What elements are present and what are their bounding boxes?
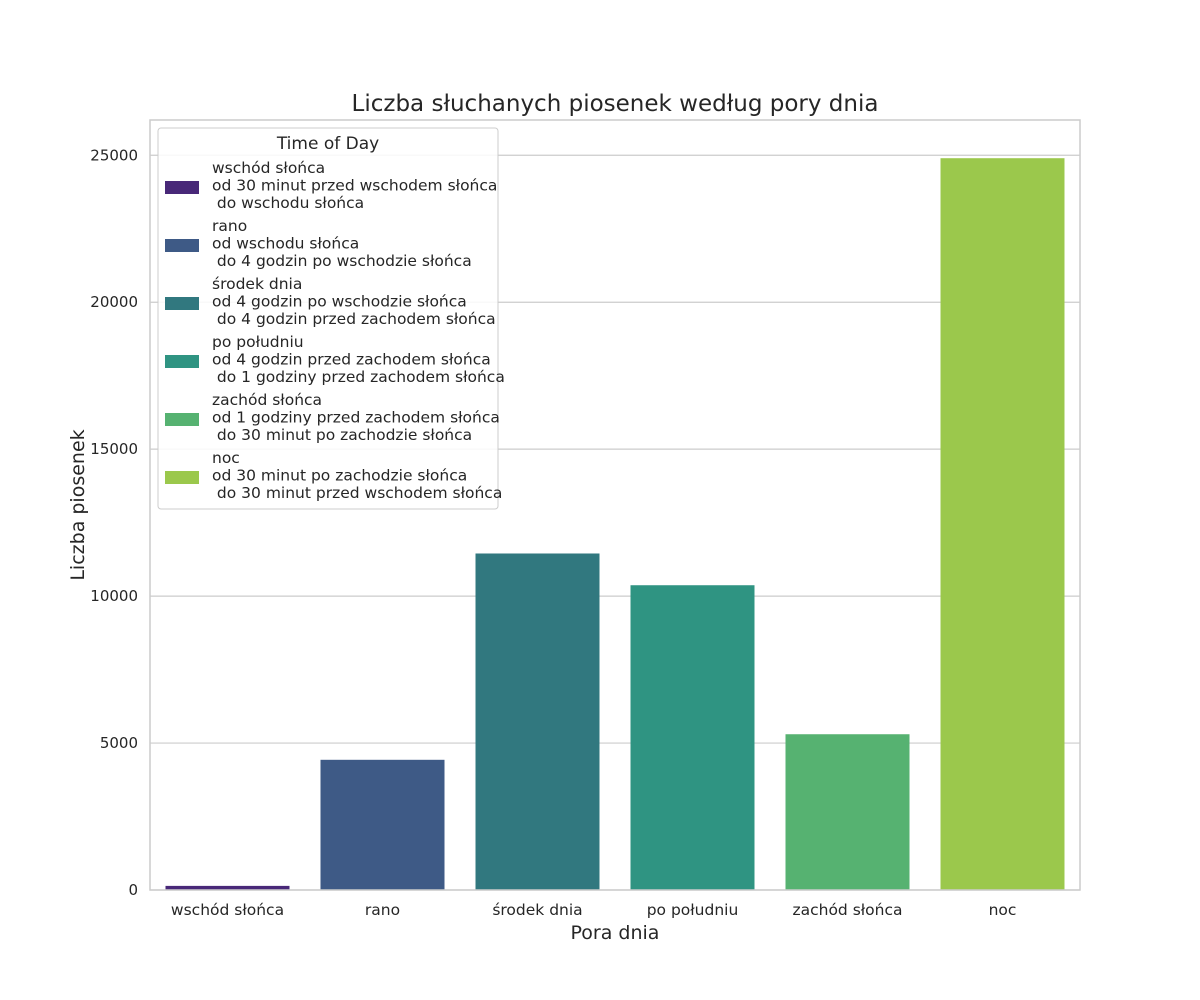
bars [165, 158, 1065, 890]
x-tick-label: zachód słońca [792, 901, 902, 919]
legend-swatch [165, 413, 199, 426]
legend-entry: środek dnia od 4 godzin po wschodzie słoń… [212, 275, 496, 328]
bar [785, 734, 910, 890]
x-axis-ticks: wschód słońca rano środek dnia po południu z… [171, 901, 1017, 919]
x-tick-label: środek dnia [492, 901, 582, 919]
bar [320, 759, 445, 890]
x-tick-label: rano [365, 901, 400, 919]
x-tick-label: wschód słońca [171, 901, 284, 919]
bar [940, 158, 1065, 890]
legend-entry: noc od 30 minut po zachodzie słońca do 30… [212, 449, 502, 502]
legend-swatch [165, 355, 199, 368]
y-tick-label: 10000 [90, 587, 138, 605]
plot-frame [149, 119, 1081, 891]
legend-box [157, 127, 499, 510]
legend-title: Time of Day [276, 134, 379, 154]
legend: Time of Day wschód słońca od 30 minut prz… [157, 127, 505, 510]
x-tick-label: noc [989, 901, 1017, 919]
y-axis-ticks: 0 5000 10000 15000 20000 25000 [90, 146, 138, 899]
y-tick-label: 25000 [90, 146, 138, 164]
legend-swatch [165, 181, 199, 194]
x-tick-label: po południu [647, 901, 739, 919]
legend-entry: po południu od 4 godzin przed zachodem sł… [212, 333, 505, 386]
chart-title: Liczba słuchanych piosenek według pory d… [352, 91, 879, 117]
y-tick-label: 5000 [100, 734, 138, 752]
x-axis-label: Pora dnia [571, 922, 660, 944]
legend-swatch [165, 297, 199, 310]
bar [630, 585, 755, 890]
bar [475, 553, 600, 890]
y-tick-label: 20000 [90, 293, 138, 311]
legend-entry: wschód słońca od 30 minut przed wschodem … [212, 159, 497, 212]
legend-swatch [165, 471, 199, 484]
y-tick-label: 15000 [90, 440, 138, 458]
legend-swatch [165, 239, 199, 252]
y-axis-label: Liczba piosenek [67, 429, 89, 580]
legend-entry: rano od wschodu słońca do 4 godzin po wsc… [212, 217, 472, 270]
bar [165, 885, 290, 890]
legend-entry: zachód słońca od 1 godziny przed zachodem… [212, 391, 500, 444]
y-tick-label: 0 [128, 881, 138, 899]
